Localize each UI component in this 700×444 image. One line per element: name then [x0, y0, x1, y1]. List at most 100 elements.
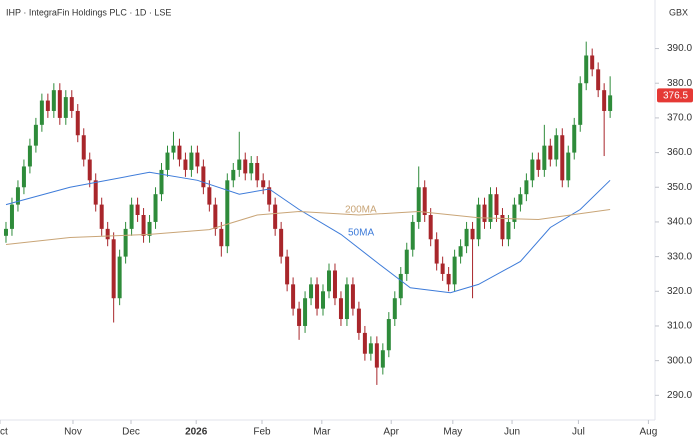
- candle-body: [332, 270, 337, 299]
- candle-body: [15, 187, 20, 205]
- candle-body: [135, 204, 140, 215]
- candle-body: [584, 55, 589, 84]
- y-tick-label: 350.0: [667, 182, 692, 193]
- candle-body: [422, 187, 427, 215]
- candle-body: [350, 284, 355, 309]
- candle-body: [69, 97, 74, 111]
- candle-body: [57, 90, 62, 118]
- candle-body: [63, 97, 68, 118]
- candle-body: [189, 152, 194, 170]
- candle-body: [494, 194, 499, 215]
- candle-body: [572, 124, 577, 153]
- candle-body: [285, 256, 290, 285]
- x-tick-label: Nov: [64, 427, 82, 438]
- candle-body: [153, 194, 158, 222]
- y-tick-label: 290.0: [667, 390, 692, 401]
- x-tick-label: Oct: [0, 427, 8, 438]
- candle-body: [117, 256, 122, 299]
- candle-body: [111, 239, 116, 299]
- candle-body: [344, 284, 349, 320]
- x-tick-label: Feb: [253, 427, 271, 438]
- legend-label: 50MA: [348, 228, 374, 239]
- candle-body: [602, 90, 607, 111]
- candle-body: [27, 145, 32, 167]
- candle-body: [470, 228, 475, 240]
- y-tick-label: 370.0: [667, 113, 692, 124]
- candle-body: [416, 187, 421, 222]
- candle-body: [81, 135, 86, 160]
- candle-body: [243, 159, 248, 174]
- y-tick-label: 320.0: [667, 286, 692, 297]
- candle-body: [590, 55, 595, 70]
- candle-body: [380, 350, 385, 368]
- candle-body: [141, 215, 146, 236]
- candle-body: [195, 152, 200, 167]
- candle-body: [207, 187, 212, 205]
- candle-body: [440, 263, 445, 274]
- candle-body: [374, 343, 379, 368]
- candle-body: [309, 284, 314, 299]
- candle-body: [566, 152, 571, 181]
- candle-body: [362, 332, 367, 354]
- candle-body: [428, 215, 433, 240]
- candle-body: [482, 204, 487, 222]
- x-tick-label: May: [443, 427, 462, 438]
- candle-body: [524, 180, 529, 195]
- candle-body: [321, 291, 326, 309]
- candle-body: [596, 69, 601, 91]
- candle-body: [165, 152, 170, 170]
- candle-body: [21, 166, 26, 188]
- candle-body: [219, 228, 224, 247]
- candle-body: [560, 135, 565, 181]
- last-price-label: 376.5: [663, 91, 688, 102]
- candle-body: [398, 273, 403, 299]
- candle-body: [183, 159, 188, 170]
- candle-body: [536, 159, 541, 170]
- candle-body: [548, 145, 553, 160]
- candle-body: [213, 204, 218, 229]
- candle-body: [578, 83, 583, 125]
- candle-body: [225, 180, 230, 247]
- candle-body: [464, 228, 469, 247]
- candle-body: [201, 166, 206, 188]
- x-tick-label: Dec: [122, 427, 140, 438]
- candle-body: [554, 135, 559, 160]
- candle-body: [51, 90, 56, 111]
- candle-body: [404, 249, 409, 274]
- y-tick-label: 340.0: [667, 217, 692, 228]
- candle-body: [542, 145, 547, 170]
- candle-body: [255, 162, 260, 181]
- y-tick-label: 360.0: [667, 147, 692, 158]
- candle-body: [99, 204, 104, 229]
- candle-body: [123, 228, 128, 257]
- x-tick-label: Aug: [640, 427, 658, 438]
- candle-body: [3, 228, 8, 236]
- y-tick-label: 330.0: [667, 251, 692, 262]
- candle-body: [267, 187, 272, 205]
- candle-body: [291, 284, 296, 309]
- legend-label: 200MA: [345, 205, 377, 216]
- candle-body: [177, 145, 182, 160]
- candle-body: [500, 215, 505, 240]
- candle-body: [303, 298, 308, 326]
- last-price-badge: [657, 88, 693, 103]
- candle-body: [237, 159, 242, 170]
- candle-body: [386, 319, 391, 351]
- candle-body: [93, 180, 98, 205]
- candle-body: [147, 221, 152, 236]
- candle-body: [326, 270, 331, 292]
- x-tick-label: Apr: [383, 427, 399, 438]
- currency-label: GBX: [669, 7, 688, 17]
- moving-average-line: [5, 209, 611, 245]
- candle-body: [315, 284, 320, 309]
- candle-body: [171, 145, 176, 153]
- candle-body: [338, 298, 343, 320]
- candle-body: [297, 308, 302, 326]
- candle-body: [279, 228, 284, 257]
- candle-body: [476, 204, 481, 240]
- candle-body: [512, 204, 517, 222]
- candle-body: [410, 221, 415, 250]
- candle-body: [434, 239, 439, 264]
- candle-body: [518, 194, 523, 205]
